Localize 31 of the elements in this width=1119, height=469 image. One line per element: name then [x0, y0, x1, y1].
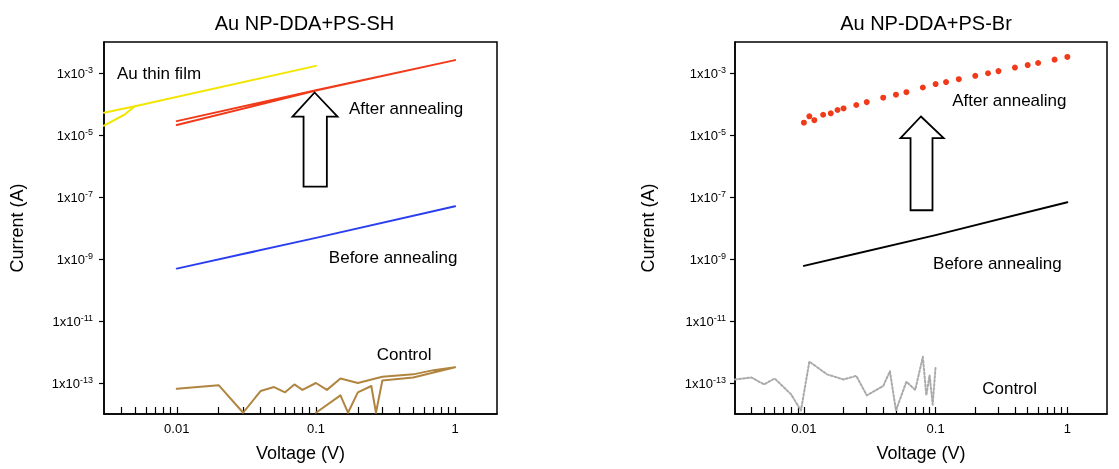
y-tick-label: 1x10$^{-7}$ — [56, 189, 93, 205]
series-label: Au thin film — [117, 64, 202, 84]
y-tick-label: 1x10$^{-7}$ — [689, 189, 726, 205]
y-tick-label: 1x10$^{-9}$ — [689, 251, 726, 267]
text: Control — [982, 379, 1038, 399]
y-tick-label: 1x10$^{-13}$ — [684, 375, 726, 391]
series-label: After annealing — [952, 91, 1067, 111]
x-tick-label: 0.1 — [926, 421, 945, 436]
x-tick-label: 1 — [451, 421, 459, 436]
x-tick-label: 1 — [1063, 421, 1071, 436]
y-axis-title: Current (A) — [7, 183, 27, 273]
x-tick-label: 0.01 — [164, 421, 190, 436]
chart-title: Au NP-DDA+PS-Br — [840, 12, 1013, 34]
series-label: After annealing — [348, 98, 464, 118]
y-axis-title: Current (A) — [638, 183, 658, 273]
y-tick-label: 1x10$^{-5}$ — [56, 127, 93, 143]
series-label: Before annealing — [933, 253, 1062, 273]
series-label: Before annealing — [328, 247, 458, 267]
y-tick-label: 1x10$^{-9}$ — [56, 251, 93, 267]
y-tick-label: 1x10$^{-3}$ — [689, 65, 726, 81]
series-label: Control — [376, 344, 432, 364]
x-tick-label: 0.1 — [306, 421, 325, 436]
y-tick-label: 1x10$^{-11}$ — [52, 313, 93, 329]
x-tick-label: 0.01 — [791, 421, 817, 436]
chart-title: Au NP-DDA+PS-SH — [214, 12, 395, 34]
y-tick-label: 1x10$^{-3}$ — [56, 65, 93, 81]
y-tick-label: 1x10$^{-11}$ — [685, 313, 726, 329]
y-tick-label: 1x10$^{-5}$ — [689, 127, 726, 143]
x-axis-title: Voltage (V) — [255, 443, 346, 463]
y-tick-label: 1x10$^{-13}$ — [51, 375, 93, 391]
x-axis-title: Voltage (V) — [876, 443, 966, 463]
